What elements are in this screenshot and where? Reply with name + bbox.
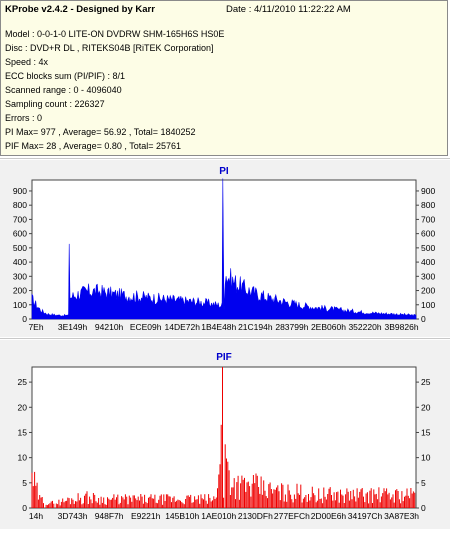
sampling-line: Sampling count : 226327 <box>5 99 105 109</box>
y-tick-label-right: 25 <box>421 377 431 387</box>
y-tick-label-right: 20 <box>421 402 431 412</box>
range-line: Scanned range : 0 - 4096040 <box>5 85 122 95</box>
x-tick-label: 277EFCh <box>274 511 310 521</box>
errors-line: Errors : 0 <box>5 113 43 123</box>
x-tick-label: 2130DFh <box>238 511 273 521</box>
y-tick-label-right: 5 <box>421 478 426 488</box>
pi-chart-panel: PI 0 0 100 100 200 200 300 300 400 400 500 500 600 600… <box>0 160 450 337</box>
chart-title: PIF <box>216 352 232 363</box>
x-tick-label: 145B10h <box>165 511 199 521</box>
y-tick-label-right: 200 <box>421 286 435 296</box>
y-tick-label-right: 800 <box>421 200 435 210</box>
x-tick-label: 1B4E48h <box>201 322 236 332</box>
x-tick-label: 3B9826h <box>385 322 419 332</box>
x-tick-label: 283799h <box>275 322 308 332</box>
model-line: Model : 0-0-1-0 LITE-ON DVDRW SHM-165H6S… <box>5 29 225 39</box>
pi-stats-line: PI Max= 977 , Average= 56.92 , Total= 18… <box>5 127 196 137</box>
x-tick-label: 14DE72h <box>165 322 201 332</box>
y-tick-label-right: 400 <box>421 257 435 267</box>
pi-chart: PI 0 0 100 100 200 200 300 300 400 400 500 500 600 600… <box>13 166 436 332</box>
y-tick-label-left: 200 <box>13 286 27 296</box>
y-tick-label-right: 100 <box>421 300 435 310</box>
y-tick-label-left: 5 <box>22 478 27 488</box>
pi-series-area <box>31 178 417 320</box>
y-tick-label-right: 600 <box>421 229 435 239</box>
chart-title: PI <box>219 166 229 177</box>
x-tick-label: 1AE010h <box>201 511 236 521</box>
y-tick-label-left: 400 <box>13 257 27 267</box>
x-tick-label: ECE09h <box>130 322 162 332</box>
x-tick-label: 2EB060h <box>311 322 346 332</box>
pif-chart-panel: PIF 0 0 5 5 10 10 15 15 20 20 25 25 14h 3D743h 948F7h E9… <box>0 340 450 529</box>
y-tick-label-right: 300 <box>421 271 435 281</box>
divider <box>0 338 450 339</box>
y-tick-label-left: 700 <box>13 214 27 224</box>
y-tick-label-right: 500 <box>421 243 435 253</box>
y-tick-label-left: 900 <box>13 186 27 196</box>
y-tick-label-right: 0 <box>421 503 426 513</box>
y-tick-label-left: 15 <box>18 427 28 437</box>
y-tick-label-left: 300 <box>13 271 27 281</box>
x-tick-label: 3D743h <box>58 511 88 521</box>
x-tick-label: 2D00E6h <box>311 511 347 521</box>
x-tick-label: 21C194h <box>238 322 273 332</box>
y-tick-label-left: 25 <box>18 377 28 387</box>
info-panel: KProbe v2.4.2 - Designed by Karr Date : … <box>0 0 448 156</box>
pif-series-bars <box>31 367 416 508</box>
x-tick-label: 14h <box>29 511 43 521</box>
x-tick-label: 3A87E3h <box>384 511 419 521</box>
y-tick-label-right: 10 <box>421 453 431 463</box>
x-tick-label: 7Eh <box>28 322 43 332</box>
y-tick-label-left: 500 <box>13 243 27 253</box>
y-tick-label-right: 900 <box>421 186 435 196</box>
x-tick-label: 94210h <box>95 322 124 332</box>
x-tick-label: 352220h <box>348 322 381 332</box>
y-tick-label-left: 0 <box>22 314 27 324</box>
x-tick-label: 948F7h <box>95 511 124 521</box>
y-tick-label-left: 800 <box>13 200 27 210</box>
y-tick-label-right: 15 <box>421 427 431 437</box>
x-tick-label: 34197Ch <box>348 511 383 521</box>
ecc-line: ECC blocks sum (PI/PIF) : 8/1 <box>5 71 126 81</box>
plot-area <box>31 366 417 509</box>
x-tick-label: E9221h <box>131 511 161 521</box>
y-tick-label-right: 700 <box>421 214 435 224</box>
x-tick-label: 3E149h <box>58 322 88 332</box>
app-title: KProbe v2.4.2 - Designed by Karr <box>5 4 155 15</box>
y-tick-label-left: 0 <box>22 503 27 513</box>
y-tick-label-left: 20 <box>18 402 28 412</box>
y-tick-label-left: 600 <box>13 229 27 239</box>
pif-chart: PIF 0 0 5 5 10 10 15 15 20 20 25 25 14h 3D743h 948F7h E9… <box>18 352 431 521</box>
scan-date: Date : 4/11/2010 11:22:22 AM <box>226 4 351 15</box>
disc-line: Disc : DVD+R DL , RITEKS04B [RiTEK Corpo… <box>5 43 214 53</box>
y-tick-label-left: 10 <box>18 453 28 463</box>
y-tick-label-right: 0 <box>421 314 426 324</box>
y-tick-label-left: 100 <box>13 300 27 310</box>
divider <box>0 158 450 159</box>
pif-stats-line: PIF Max= 28 , Average= 0.80 , Total= 257… <box>5 141 182 151</box>
speed-line: Speed : 4x <box>5 57 49 67</box>
